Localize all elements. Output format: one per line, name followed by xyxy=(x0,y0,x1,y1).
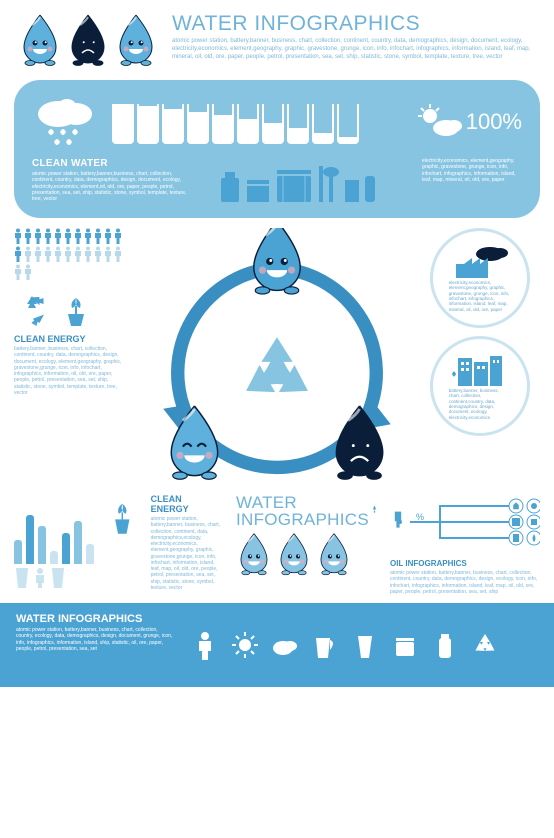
oil-body: atomic power station, battery,banner, bu… xyxy=(390,570,540,595)
sun-cloud-icon xyxy=(416,104,462,140)
footer-title: WATER INFOGRAPHICS xyxy=(16,613,176,625)
people-icons xyxy=(14,228,124,280)
header-title: WATER INFOGRAPHICS xyxy=(172,12,536,36)
footer: WATER INFOGRAPHICS atomic power station,… xyxy=(0,603,554,687)
buildings-body: battery,banner, business, chart, collect… xyxy=(449,388,511,420)
header-body: atomic power station, battery,banner, bu… xyxy=(172,38,536,61)
kitchen-icons xyxy=(204,158,410,206)
footer-icons xyxy=(190,613,538,677)
clean-water-body: atomic power station, battery,banner,bus… xyxy=(32,171,192,202)
middle-section: CLEAN ENERGY battery,banner, business, c… xyxy=(0,228,554,488)
person-icon xyxy=(190,630,220,660)
pitcher-icon xyxy=(310,630,340,660)
svg-text:%: % xyxy=(416,512,424,522)
factory-circle: electricity,economics, element,geography… xyxy=(430,228,530,328)
glass-icon xyxy=(350,630,380,660)
cloud-icon xyxy=(270,630,300,660)
water-glasses xyxy=(112,100,406,144)
factory-cloud-icon xyxy=(445,244,515,278)
clean-water-panel: 100% CLEAN WATER atomic power station, b… xyxy=(14,80,540,218)
wi-drops xyxy=(236,532,376,576)
buildings-icon xyxy=(445,352,515,386)
pot-icon xyxy=(390,630,420,660)
factory-body: electricity,economics, element,geography… xyxy=(449,280,511,312)
sun-icon xyxy=(230,630,260,660)
recycle-icon xyxy=(14,292,50,328)
buildings-circle: battery,banner, business, chart, collect… xyxy=(430,336,530,436)
electricity-body: electricity,economics, element,geography… xyxy=(422,158,522,206)
footer-body: atomic power station, battery,banner, bu… xyxy=(16,627,176,652)
plant-pot-icon xyxy=(58,292,94,328)
water-cycle xyxy=(132,228,422,488)
cloud-rain-icon xyxy=(32,94,102,150)
person-icon xyxy=(34,568,46,588)
oil-title: OIL INFOGRAPHICS xyxy=(390,559,540,568)
header-drops xyxy=(18,12,158,68)
bottle-icon xyxy=(430,630,460,660)
glass-icon xyxy=(50,568,66,588)
recycle-icon xyxy=(470,630,500,660)
glass-icon xyxy=(14,568,30,588)
percent-label: 100% xyxy=(466,109,522,135)
bar-chart xyxy=(14,494,94,564)
oil-diagram: % xyxy=(390,494,540,550)
clean-energy-body: battery,banner, business, chart, collect… xyxy=(14,346,124,396)
clean-water-title: CLEAN WATER xyxy=(32,158,192,169)
clean-energy-title: CLEAN ENERGY xyxy=(14,334,124,344)
clean-energy2-body: atomic power station, battery,banner, bu… xyxy=(151,516,222,591)
header: WATER INFOGRAPHICS atomic power station,… xyxy=(0,0,554,76)
